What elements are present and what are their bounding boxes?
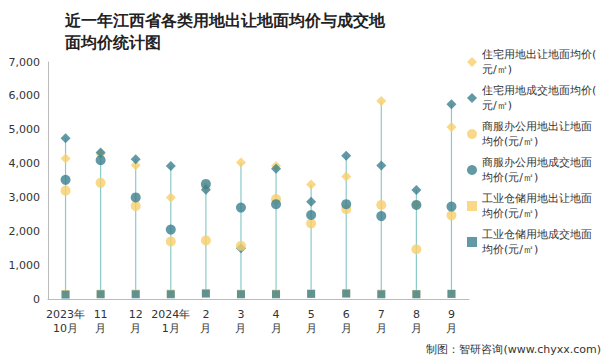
svg-text:10月: 10月 — [53, 322, 78, 335]
svg-text:月: 月 — [95, 322, 106, 335]
svg-text:工业仓储用地成交地面: 工业仓储用地成交地面 — [482, 228, 592, 241]
svg-text:住宅用地出让地面均价(: 住宅用地出让地面均价( — [482, 48, 596, 61]
svg-text:2023年: 2023年 — [46, 308, 85, 321]
svg-text:月: 月 — [200, 322, 211, 335]
svg-text:5,000: 5,000 — [9, 123, 41, 136]
svg-text:商服办公用地出让地面: 商服办公用地出让地面 — [482, 120, 592, 133]
svg-text:1月: 1月 — [162, 322, 180, 335]
svg-text:7: 7 — [378, 308, 385, 321]
svg-text:面均价统计图: 面均价统计图 — [64, 33, 161, 52]
svg-text:均价(元/㎡): 均价(元/㎡) — [481, 243, 538, 256]
svg-text:月: 月 — [235, 322, 246, 335]
svg-text:月: 月 — [341, 322, 352, 335]
svg-text:商服办公用地成交地面: 商服办公用地成交地面 — [482, 156, 592, 169]
svg-text:住宅用地成交地面均价(: 住宅用地成交地面均价( — [482, 84, 596, 97]
svg-text:3: 3 — [237, 308, 244, 321]
svg-text:8: 8 — [413, 308, 420, 321]
svg-text:2,000: 2,000 — [9, 225, 41, 238]
svg-text:制图：智研咨询(www.chyxx.com): 制图：智研咨询(www.chyxx.com) — [426, 343, 601, 356]
svg-text:均价(元/㎡): 均价(元/㎡) — [481, 207, 538, 220]
svg-text:11: 11 — [94, 308, 108, 321]
svg-text:3,000: 3,000 — [9, 191, 41, 204]
svg-text:月: 月 — [376, 322, 387, 335]
svg-text:4: 4 — [273, 308, 280, 321]
svg-text:月: 月 — [446, 322, 457, 335]
svg-text:2: 2 — [202, 308, 209, 321]
svg-text:6: 6 — [343, 308, 350, 321]
svg-text:1,000: 1,000 — [9, 259, 41, 272]
svg-text:7,000: 7,000 — [9, 56, 41, 69]
svg-text:近一年江西省各类用地出让地面均价与成交地: 近一年江西省各类用地出让地面均价与成交地 — [64, 11, 386, 30]
svg-text:月: 月 — [130, 322, 141, 335]
svg-text:工业仓储用地出让地面: 工业仓储用地出让地面 — [482, 192, 592, 205]
svg-text:均价(元/㎡): 均价(元/㎡) — [481, 135, 538, 148]
svg-text:元/㎡): 元/㎡) — [482, 63, 512, 76]
svg-text:月: 月 — [306, 322, 317, 335]
svg-text:2024年: 2024年 — [151, 308, 190, 321]
svg-text:9: 9 — [448, 308, 455, 321]
svg-text:均价(元/㎡): 均价(元/㎡) — [481, 171, 538, 184]
svg-text:5: 5 — [308, 308, 315, 321]
svg-text:月: 月 — [411, 322, 422, 335]
svg-text:6,000: 6,000 — [9, 89, 41, 102]
svg-text:元/㎡): 元/㎡) — [482, 99, 512, 112]
svg-text:0: 0 — [33, 293, 40, 306]
svg-text:月: 月 — [271, 322, 282, 335]
svg-text:4,000: 4,000 — [9, 157, 41, 170]
svg-text:12: 12 — [129, 308, 143, 321]
